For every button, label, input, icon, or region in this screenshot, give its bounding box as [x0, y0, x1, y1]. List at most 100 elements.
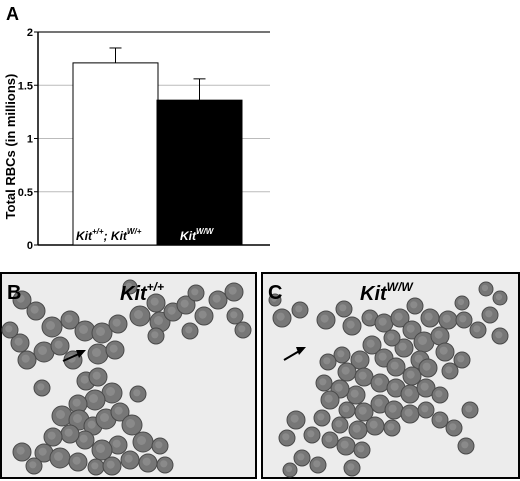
cell-highlight — [420, 382, 429, 391]
cell-highlight — [72, 398, 81, 407]
cell-highlight — [134, 310, 143, 319]
cell-highlight — [37, 383, 45, 391]
cell-highlight — [404, 408, 413, 417]
cell-highlight — [155, 441, 163, 449]
cell-highlight — [457, 298, 465, 306]
cell-highlight — [167, 306, 176, 315]
cell-highlight — [89, 394, 98, 403]
cell-highlight — [79, 325, 88, 334]
cell-highlight — [335, 420, 343, 428]
cell-highlight — [126, 419, 135, 428]
cell-highlight — [394, 312, 403, 321]
cell-highlight — [100, 413, 109, 422]
y-tick-label: 1.5 — [18, 80, 33, 92]
cell-highlight — [378, 317, 387, 326]
cell-highlight — [47, 431, 56, 440]
cell-highlight — [388, 404, 397, 413]
cell-highlight — [54, 340, 63, 349]
cell-highlight — [191, 288, 199, 296]
cell-highlight — [374, 398, 383, 407]
cell-highlight — [151, 331, 159, 339]
cell-highlight — [230, 311, 238, 319]
cell-highlight — [457, 355, 465, 363]
cell-highlight — [112, 439, 121, 448]
cell-highlight — [350, 389, 359, 398]
cell-highlight — [198, 310, 207, 319]
cell-highlight — [465, 405, 473, 413]
cell-highlight — [238, 325, 246, 333]
cell-highlight — [374, 377, 383, 386]
cell-highlight — [92, 348, 101, 357]
cell-highlight — [387, 333, 395, 341]
cell-highlight — [96, 327, 105, 336]
cell-highlight — [160, 460, 168, 468]
cell-highlight — [125, 282, 133, 290]
y-tick-label: 0 — [27, 240, 33, 252]
bar-category-label: Kit+/+; KitW/+ — [76, 227, 142, 243]
cell-highlight — [285, 465, 293, 473]
cell-highlight — [346, 320, 355, 329]
cell-highlight — [418, 336, 427, 345]
cell-highlight — [495, 331, 503, 339]
cell-highlight — [46, 321, 55, 330]
cell-highlight — [334, 383, 343, 392]
cell-highlight — [337, 350, 345, 358]
cell-highlight — [439, 346, 448, 355]
y-tick-label: 2 — [27, 27, 33, 39]
cell-highlight — [106, 387, 115, 396]
cell-highlight — [421, 405, 429, 413]
cell-highlight — [30, 305, 39, 314]
cell-highlight — [276, 312, 285, 321]
cell-highlight — [38, 447, 47, 456]
cell-highlight — [461, 441, 469, 449]
cell-highlight — [142, 457, 151, 466]
cell-highlight — [73, 414, 82, 423]
cell-highlight — [365, 313, 373, 321]
cell-highlight — [495, 293, 503, 301]
cell-highlight — [473, 325, 481, 333]
cell-highlight — [154, 316, 163, 325]
bar-category-label: KitW/W — [180, 227, 215, 243]
cell-highlight — [449, 423, 457, 431]
cell-highlight — [91, 462, 99, 470]
y-axis-label: Total RBCs (in millions) — [3, 74, 18, 220]
cell-highlight — [313, 460, 321, 468]
panel-b: B Kit+/+ — [0, 272, 257, 479]
cell-highlight — [54, 452, 63, 461]
panel-a: A 0 0.5 1 1.5 2 Total RBCs (in millions) Kit+/… — [3, 4, 270, 252]
cell-highlight — [96, 444, 105, 453]
cell-highlight — [5, 325, 13, 333]
cell-highlight — [319, 378, 327, 386]
cell-highlight — [109, 344, 118, 353]
cell-highlight — [325, 435, 333, 443]
cell-highlight — [56, 410, 65, 419]
cell-highlight — [112, 318, 121, 327]
cell-highlight — [137, 436, 146, 445]
cell-highlight — [354, 354, 363, 363]
cell-highlight — [106, 460, 115, 469]
cell-highlight — [92, 371, 101, 380]
cell-highlight — [150, 297, 159, 306]
cell-highlight — [282, 433, 290, 441]
cell-highlight — [14, 337, 23, 346]
panel-a-letter: A — [6, 4, 19, 24]
cell-highlight — [180, 299, 189, 308]
cell-highlight — [406, 370, 415, 379]
cell-highlight — [357, 445, 365, 453]
cell-highlight — [390, 361, 399, 370]
cell-highlight — [324, 394, 333, 403]
cell-highlight — [406, 324, 415, 333]
cell-highlight — [124, 454, 133, 463]
cell-highlight — [290, 414, 299, 423]
cell-highlight — [320, 314, 329, 323]
cell-highlight — [434, 330, 443, 339]
cell-highlight — [271, 296, 277, 302]
cell-highlight — [295, 305, 303, 313]
cell-highlight — [358, 371, 367, 380]
cell-highlight — [342, 405, 350, 413]
panel-c-letter: C — [268, 282, 282, 304]
cell-highlight — [79, 434, 88, 443]
cell-highlight — [114, 406, 123, 415]
cell-highlight — [29, 461, 37, 469]
cell-highlight — [16, 446, 25, 455]
